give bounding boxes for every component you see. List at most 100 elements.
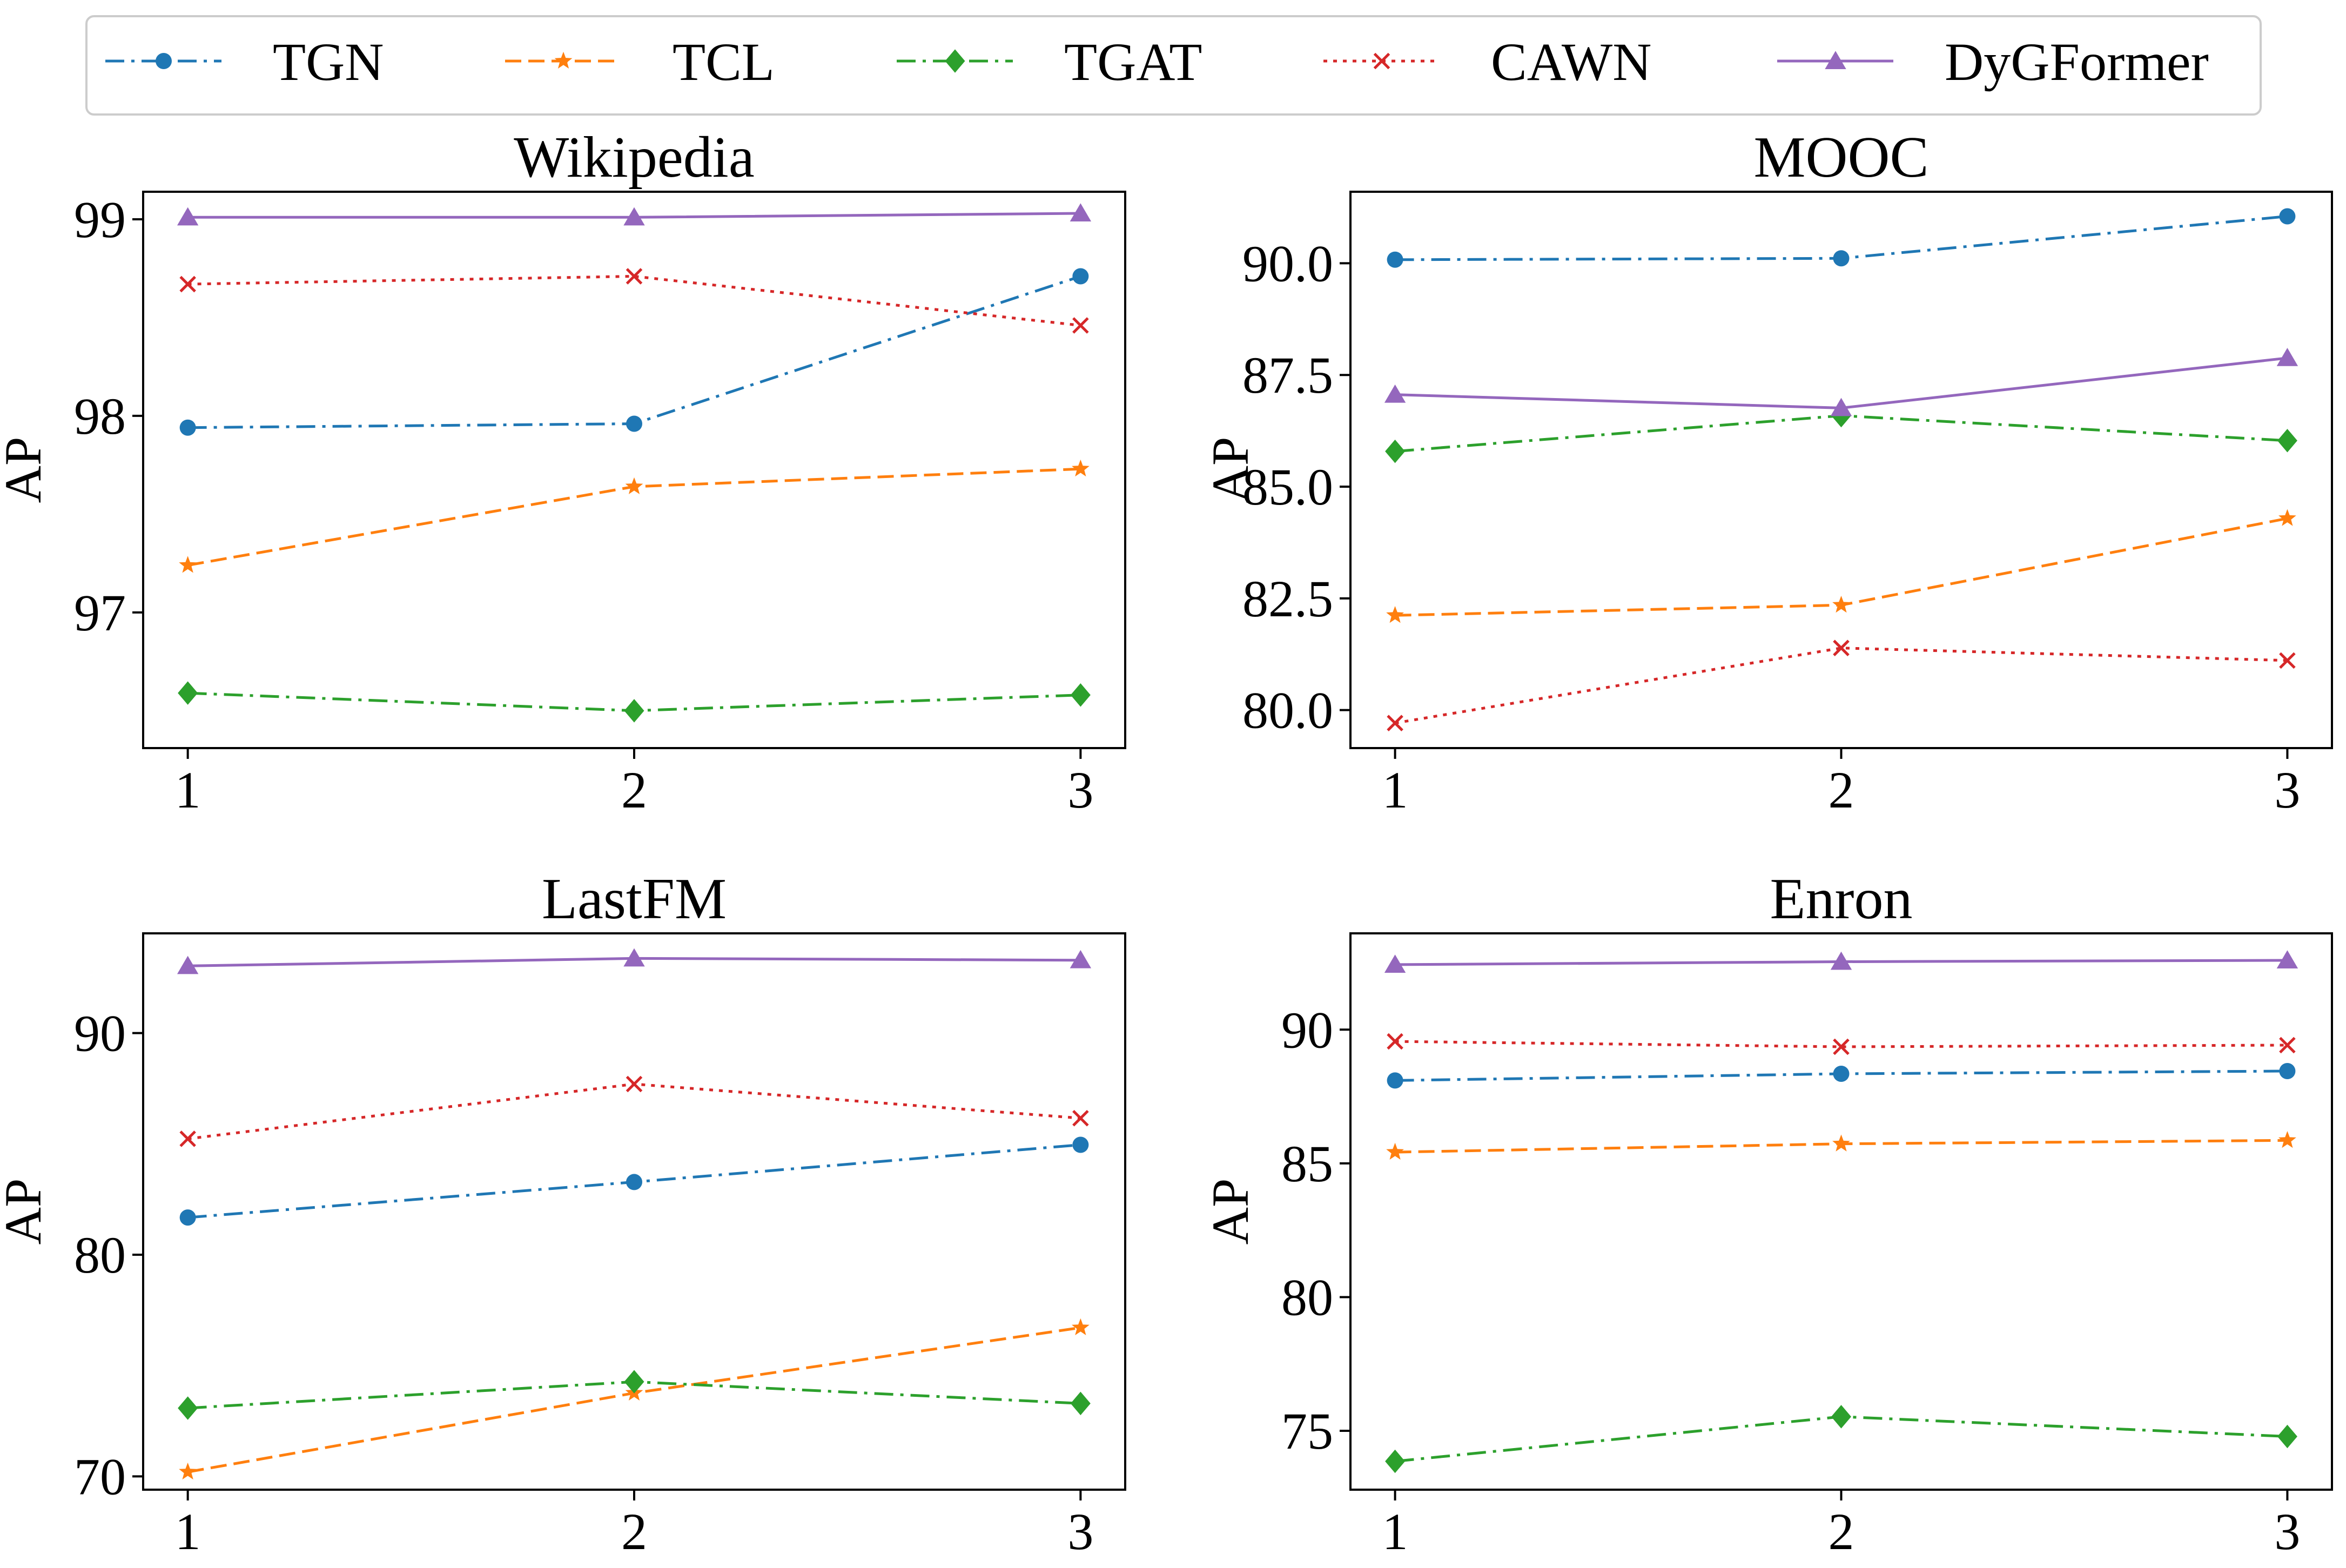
data-point-tgat — [624, 1370, 644, 1394]
series-tgat-wikipedia — [178, 681, 1091, 723]
x-tick-label-enron: 1 — [1382, 1503, 1408, 1560]
data-point-tgat — [1831, 1405, 1851, 1429]
data-point-dygformer — [623, 948, 645, 967]
data-point-tcl — [1072, 459, 1090, 477]
data-point-tcl — [179, 556, 197, 573]
series-dygformer-lastfm — [177, 948, 1092, 974]
legend-label-tcl: TCL — [673, 32, 775, 92]
legend-label-dygformer: DyGFormer — [1945, 32, 2209, 92]
legend-marker-dygformer — [1825, 51, 1846, 69]
legend-label-tgat: TGAT — [1064, 32, 1202, 92]
series-dygformer-enron — [1384, 950, 2298, 973]
data-point-tcl — [625, 477, 643, 494]
data-point-tcl — [1832, 596, 1850, 613]
data-point-tgat — [1385, 1449, 1406, 1473]
data-point-tgat — [178, 681, 198, 705]
legend: TGN TCL TGAT CAWN DyGFormer — [85, 15, 2262, 116]
data-point-tgat — [624, 699, 644, 723]
data-point-cawn — [626, 268, 643, 285]
y-tick-label-wikipedia: 98 — [74, 387, 126, 445]
data-point-tcl — [1386, 1142, 1404, 1160]
x-tick-label-enron: 3 — [2274, 1503, 2300, 1560]
series-line-cawn — [1395, 1040, 2288, 1048]
y-tick-label-enron: 80 — [1281, 1268, 1333, 1326]
legend-entry-dygformer: DyGFormer — [1777, 32, 2209, 92]
legend-entry-tgat: TGAT — [897, 32, 1202, 92]
x-tick-label-wikipedia: 2 — [621, 761, 647, 819]
data-point-cawn — [179, 275, 196, 293]
data-point-dygformer — [2276, 950, 2298, 969]
y-tick-label-wikipedia: 97 — [74, 584, 126, 642]
data-point-cawn — [1387, 715, 1403, 731]
series-cawn-mooc — [1387, 640, 2296, 731]
series-tgn-wikipedia — [179, 268, 1089, 436]
y-tick-label-mooc: 87.5 — [1242, 346, 1333, 404]
series-tcl-enron — [1386, 1131, 2296, 1160]
data-point-tgat — [1070, 683, 1091, 707]
series-tcl-mooc — [1386, 509, 2296, 623]
data-point-dygformer — [177, 207, 199, 226]
subplot-mooc: MOOC AP 80.0 82.5 85.0 87.5 90.0 1 2 3 — [1201, 125, 2333, 819]
series-tcl-lastfm — [179, 1318, 1090, 1480]
data-point-tgn — [626, 1174, 642, 1190]
data-point-tgn — [1833, 250, 1850, 267]
x-tick-label-lastfm: 1 — [175, 1503, 201, 1560]
data-point-dygformer — [1830, 398, 1852, 416]
data-point-cawn — [1833, 1038, 1850, 1055]
series-tgn-enron — [1387, 1063, 2296, 1089]
data-point-tcl — [2278, 1131, 2296, 1148]
x-tick-label-wikipedia: 1 — [175, 761, 201, 819]
data-point-tgn — [179, 1209, 196, 1226]
legend-entry-tgn: TGN — [105, 32, 384, 92]
x-tick-label-lastfm: 2 — [621, 1503, 647, 1560]
data-point-tgat — [2277, 429, 2297, 453]
data-point-cawn — [2279, 652, 2296, 669]
legend-entry-cawn: CAWN — [1323, 32, 1652, 92]
data-point-cawn — [626, 1075, 643, 1093]
y-tick-label-enron: 85 — [1281, 1135, 1333, 1193]
legend-label-cawn: CAWN — [1491, 32, 1652, 92]
y-tick-label-enron: 75 — [1281, 1402, 1333, 1460]
chart-title-mooc: MOOC — [1753, 125, 1928, 190]
plot-frame-wikipedia — [142, 191, 1126, 749]
series-dygformer-mooc — [1384, 348, 2298, 416]
series-cawn-enron — [1387, 1033, 2296, 1055]
series-line-tcl — [187, 1326, 1081, 1473]
data-point-tgat — [1070, 1391, 1091, 1416]
x-tick-label-mooc: 1 — [1382, 761, 1408, 819]
data-point-cawn — [1072, 317, 1089, 334]
data-point-tgn — [1072, 1136, 1089, 1153]
series-line-tgn — [187, 275, 1081, 429]
data-point-tgn — [1387, 251, 1403, 268]
y-tick-label-lastfm: 70 — [74, 1448, 126, 1505]
data-point-dygformer — [177, 955, 199, 974]
chart-title-wikipedia: Wikipedia — [514, 125, 755, 190]
y-tick-label-enron: 90 — [1281, 1001, 1333, 1059]
series-line-cawn — [187, 1082, 1081, 1140]
data-point-tgn — [1072, 268, 1089, 285]
plot-frame-lastfm — [142, 932, 1126, 1491]
legend-box — [85, 15, 2262, 116]
data-point-tgat — [2277, 1424, 2297, 1449]
data-point-tgn — [626, 415, 642, 432]
y-tick-label-mooc: 80.0 — [1242, 682, 1333, 739]
legend-label-tgn: TGN — [273, 32, 384, 92]
data-point-cawn — [1833, 640, 1850, 656]
y-axis-label-enron: AP — [1201, 1179, 1259, 1245]
data-point-tcl — [2278, 509, 2296, 526]
plot-frame-mooc — [1349, 191, 2333, 749]
data-point-dygformer — [2276, 348, 2298, 366]
legend-marker-tcl — [554, 51, 573, 69]
y-tick-label-lastfm: 80 — [74, 1226, 126, 1284]
series-tgn-mooc — [1387, 208, 2296, 268]
data-point-cawn — [1072, 1109, 1089, 1127]
data-point-tgat — [1385, 439, 1406, 463]
data-point-dygformer — [1384, 384, 1406, 403]
data-point-tgn — [1387, 1072, 1403, 1089]
y-axis-label-wikipedia: AP — [0, 437, 52, 503]
data-point-dygformer — [623, 207, 645, 226]
series-cawn-lastfm — [179, 1075, 1089, 1147]
data-point-dygformer — [1070, 203, 1092, 222]
data-point-tcl — [1072, 1318, 1090, 1335]
y-tick-label-mooc: 90.0 — [1242, 234, 1333, 292]
